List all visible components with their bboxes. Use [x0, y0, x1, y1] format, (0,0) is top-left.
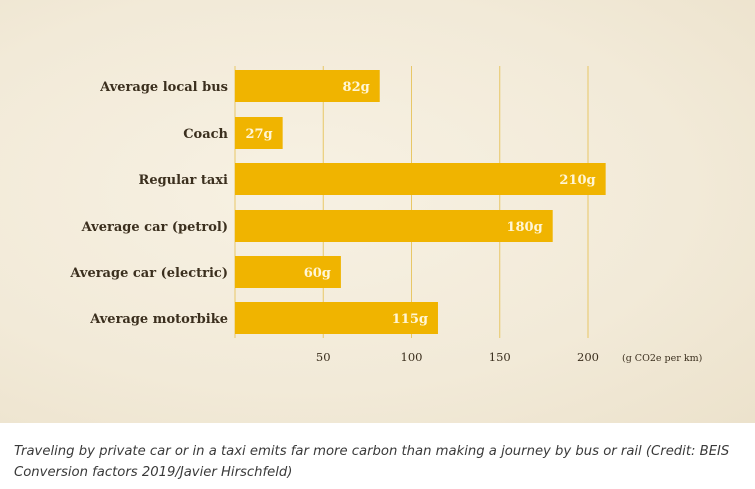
- x-tick-label-200: 200: [577, 350, 599, 364]
- bar-1: [235, 117, 283, 149]
- gridlines: [234, 66, 589, 338]
- x-axis-unit-label: (g CO2e per km): [622, 353, 702, 364]
- category-label-4: Average car (electric): [69, 266, 228, 281]
- category-label-3: Average car (petrol): [81, 220, 228, 235]
- bars: 82g 27g 210g 180g 60g 115g: [235, 70, 606, 334]
- bar-4: [235, 256, 341, 288]
- bar-5: [235, 302, 438, 334]
- category-label-5: Average motorbike: [89, 312, 228, 327]
- category-label-2: Regular taxi: [139, 173, 229, 188]
- bar-2: [235, 163, 606, 195]
- x-axis: 50 100 150 200 (g CO2e per km): [316, 350, 702, 364]
- bar-value-label-1: 27g: [245, 127, 272, 142]
- chart-figure: 82g 27g 210g 180g 60g 115g Average local bus C…: [0, 0, 755, 423]
- image-caption: Traveling by private car or in a taxi em…: [14, 444, 730, 480]
- emissions-bar-chart: 82g 27g 210g 180g 60g 115g Average local bus C…: [69, 66, 702, 364]
- x-tick-label-150: 150: [489, 350, 511, 364]
- category-label-0: Average local bus: [99, 80, 228, 95]
- category-label-1: Coach: [183, 127, 228, 142]
- category-labels: Average local bus Coach Regular taxi Averag…: [69, 80, 228, 327]
- bar-value-label-2: 210g: [559, 173, 595, 188]
- bar-3: [235, 210, 553, 242]
- bar-0: [235, 70, 380, 102]
- bar-value-label-4: 60g: [304, 266, 331, 281]
- x-tick-label-50: 50: [316, 350, 331, 364]
- bar-value-label-3: 180g: [506, 220, 542, 235]
- bar-value-label-0: 82g: [343, 80, 370, 95]
- bar-value-label-5: 115g: [392, 312, 428, 327]
- x-tick-label-100: 100: [401, 350, 423, 364]
